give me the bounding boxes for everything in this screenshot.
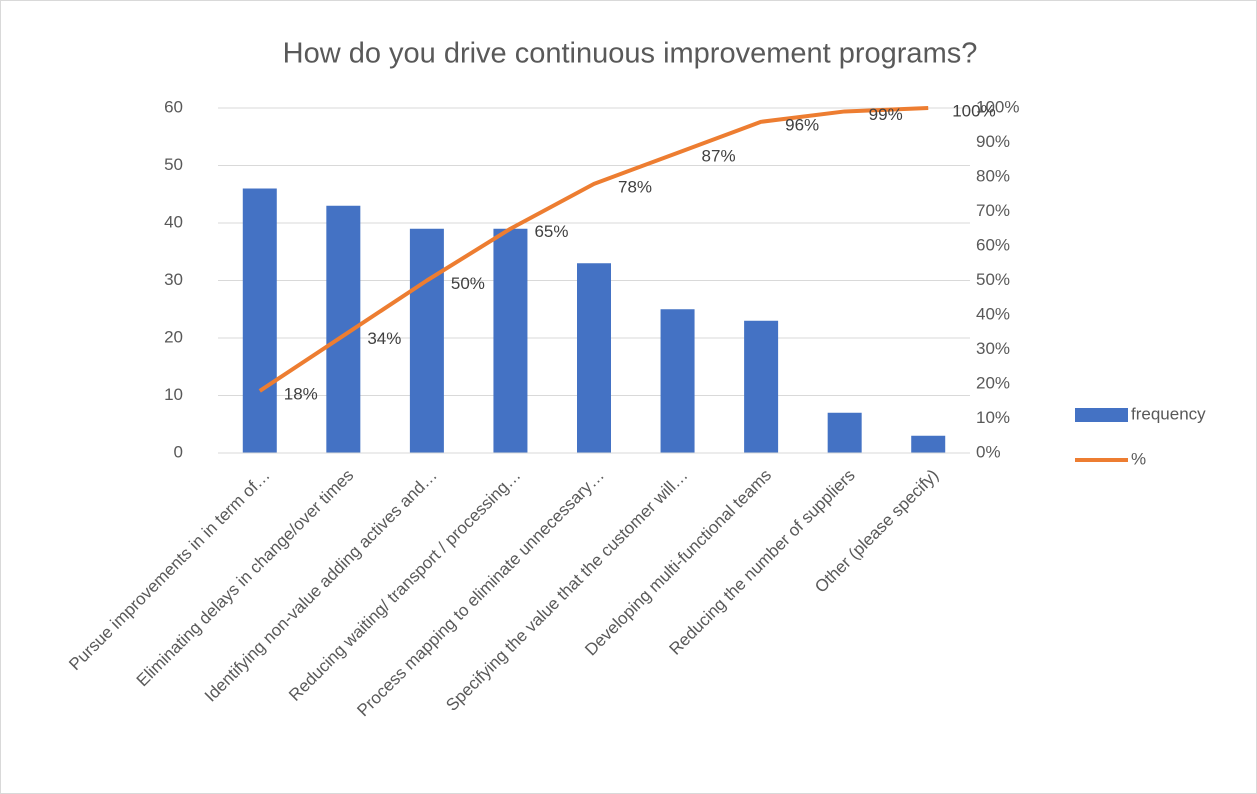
y2-tick-label: 60% [976,235,1010,254]
y-tick-label: 0 [174,442,183,461]
y2-tick-label: 40% [976,304,1010,323]
bar [911,435,946,453]
bar [660,309,695,453]
legend-swatch [1075,408,1128,422]
y2-tick-label: 0% [976,442,1001,461]
y-tick-label: 20 [164,327,183,346]
y2-tick-label: 90% [976,132,1010,151]
bar [242,188,277,453]
y2-tick-label: 80% [976,166,1010,185]
y2-tick-label: 50% [976,270,1010,289]
y-tick-label: 40 [164,212,183,231]
chart-title: How do you drive continuous improvement … [283,38,978,70]
line [258,106,929,393]
y2-tick-label: 30% [976,339,1010,358]
y2-tick-label: 70% [976,201,1010,220]
bar [577,263,611,453]
bar [827,412,862,453]
data-label: 96% [785,115,819,134]
data-label: 99% [869,105,903,124]
data-label: 34% [367,329,401,348]
y-tick-label: 30 [164,270,183,289]
y2-tick-label: 10% [976,408,1010,427]
bar [493,228,528,453]
y2-tick-label: 20% [976,373,1010,392]
y-tick-label: 60 [164,97,183,116]
data-label: 87% [702,146,736,165]
y-tick-label: 50 [164,155,183,174]
data-label: 78% [618,177,652,196]
bar [409,228,444,453]
y-tick-label: 10 [164,385,183,404]
data-label: 50% [451,274,485,293]
legend-label: % [1131,449,1146,468]
data-label: 100% [952,101,995,120]
y2-tick-label: 100% [976,97,1019,116]
data-label: 18% [284,384,318,403]
legend-label: frequency [1131,404,1206,423]
bar [744,320,779,453]
data-label: 65% [534,222,568,241]
